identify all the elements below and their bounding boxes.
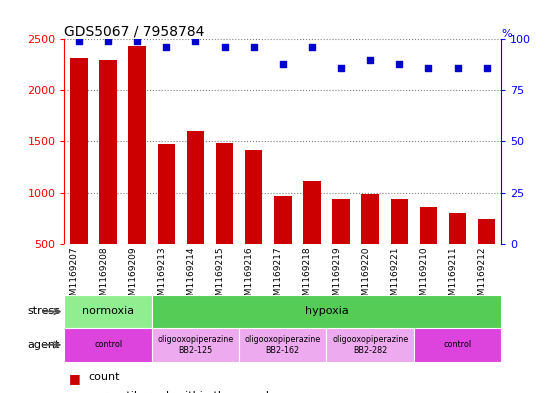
Point — [453, 65, 462, 71]
Bar — [303, 181, 321, 295]
Bar — [64, 295, 152, 328]
Bar — [449, 213, 466, 295]
Point — [366, 57, 375, 63]
Point — [395, 61, 404, 67]
Text: agent: agent — [27, 340, 60, 350]
Point — [220, 44, 229, 51]
Text: GSM1169221: GSM1169221 — [390, 246, 399, 307]
Text: stress: stress — [27, 307, 60, 316]
Bar — [239, 328, 326, 362]
Point — [424, 65, 433, 71]
Text: GSM1169215: GSM1169215 — [216, 246, 225, 307]
Text: GSM1169212: GSM1169212 — [478, 246, 487, 307]
Text: GSM1169209: GSM1169209 — [128, 246, 137, 307]
Bar — [390, 199, 408, 295]
Text: GSM1169219: GSM1169219 — [332, 246, 341, 307]
Text: GSM1169207: GSM1169207 — [70, 246, 79, 307]
Text: GSM1169213: GSM1169213 — [157, 246, 166, 307]
Text: GSM1169208: GSM1169208 — [99, 246, 108, 307]
Bar — [99, 60, 117, 295]
Bar — [157, 143, 175, 295]
Point — [337, 65, 346, 71]
Text: GSM1169214: GSM1169214 — [186, 246, 195, 307]
Text: GSM1169210: GSM1169210 — [419, 246, 428, 307]
Bar — [70, 58, 88, 295]
Text: control: control — [94, 340, 122, 349]
Text: oligooxopiperazine
BB2-282: oligooxopiperazine BB2-282 — [332, 335, 408, 354]
Bar — [419, 207, 437, 295]
Bar — [326, 328, 414, 362]
Text: GSM1169216: GSM1169216 — [245, 246, 254, 307]
Point — [104, 38, 113, 44]
Text: percentile rank within the sample: percentile rank within the sample — [88, 391, 276, 393]
Point — [482, 65, 491, 71]
Bar — [186, 131, 204, 295]
Point — [74, 38, 83, 44]
Bar — [64, 328, 152, 362]
Point — [162, 44, 171, 51]
Text: GSM1169217: GSM1169217 — [274, 246, 283, 307]
Point — [278, 61, 287, 67]
Text: oligooxopiperazine
BB2-125: oligooxopiperazine BB2-125 — [157, 335, 234, 354]
Text: control: control — [444, 340, 472, 349]
Bar — [361, 194, 379, 295]
Point — [249, 44, 258, 51]
Point — [191, 38, 200, 44]
Point — [133, 38, 142, 44]
Text: GSM1169211: GSM1169211 — [449, 246, 458, 307]
Bar — [274, 196, 292, 295]
Bar — [414, 328, 501, 362]
Bar — [245, 150, 263, 295]
Bar — [478, 219, 496, 295]
Text: GDS5067 / 7958784: GDS5067 / 7958784 — [64, 24, 205, 38]
Text: hypoxia: hypoxia — [305, 307, 348, 316]
Bar — [332, 199, 350, 295]
Bar — [152, 295, 501, 328]
Text: GSM1169218: GSM1169218 — [303, 246, 312, 307]
Bar — [152, 328, 239, 362]
Text: ■: ■ — [69, 391, 81, 393]
Bar — [216, 143, 234, 295]
Text: normoxia: normoxia — [82, 307, 134, 316]
Text: ■: ■ — [69, 372, 81, 385]
Text: count: count — [88, 372, 120, 382]
Text: GSM1169220: GSM1169220 — [361, 246, 370, 307]
Bar — [128, 46, 146, 295]
Text: oligooxopiperazine
BB2-162: oligooxopiperazine BB2-162 — [245, 335, 321, 354]
Point — [307, 44, 316, 51]
Text: %: % — [501, 29, 512, 39]
